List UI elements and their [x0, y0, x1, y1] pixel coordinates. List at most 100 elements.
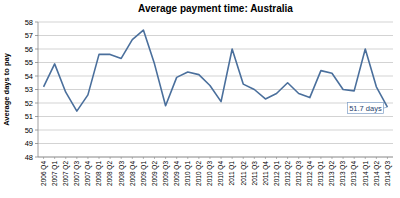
x-tick-label: 2011 Q4: [262, 161, 270, 186]
y-tick-label: 50: [25, 126, 33, 135]
grid-line: [38, 103, 393, 104]
plot-area: [44, 30, 388, 111]
y-tick-label: 55: [25, 58, 33, 67]
y-tick: [35, 103, 38, 104]
x-tick: [254, 157, 255, 159]
y-tick-label: 54: [25, 72, 33, 81]
x-tick: [54, 157, 55, 159]
x-tick: [76, 157, 77, 159]
x-tick-label: 2013 Q1: [317, 161, 325, 186]
y-tick-label: 49: [25, 139, 33, 148]
y-axis: [38, 22, 39, 157]
grid-line: [38, 22, 393, 23]
grid-line: [38, 62, 393, 63]
x-tick: [154, 157, 155, 159]
grid-line: [38, 157, 393, 158]
x-tick-label: 2011 Q2: [240, 161, 248, 186]
title: Average payment time: Australia: [138, 3, 293, 14]
x-tick-label: 2009 Q1: [140, 161, 148, 186]
y-axis-label: Average days to pay: [2, 52, 11, 125]
x-tick-label: 2010 Q3: [206, 161, 214, 186]
grid-line: [38, 49, 393, 50]
x-tick-label: 2008 Q4: [129, 161, 137, 186]
x-tick-label: 2012 Q4: [306, 161, 314, 186]
x-tick-label: 2012 Q2: [284, 161, 292, 186]
x-tick: [209, 157, 210, 159]
y-tick: [35, 89, 38, 90]
x-tick: [43, 157, 44, 159]
x-tick-label: 2009 Q4: [173, 161, 181, 186]
x-tick: [99, 157, 100, 159]
x-tick-label: 2012 Q3: [295, 161, 303, 186]
x-tick-label: 2006 Q4: [40, 161, 48, 186]
grid-line: [38, 89, 393, 90]
y-tick-label: 48: [25, 153, 33, 162]
x-tick-label: 2007 Q1: [51, 161, 59, 186]
x-tick: [65, 157, 66, 159]
grid-line: [38, 76, 393, 77]
x-tick: [110, 157, 111, 159]
x-tick-label: 2008 Q3: [118, 161, 126, 186]
x-tick: [376, 157, 377, 159]
x-tick: [298, 157, 299, 159]
x-tick-label: 2010 Q2: [195, 161, 203, 186]
grid-line: [38, 116, 393, 117]
x-tick: [232, 157, 233, 159]
x-tick: [287, 157, 288, 159]
x-tick: [309, 157, 310, 159]
x-tick: [265, 157, 266, 159]
x-tick-label: 2007 Q4: [84, 161, 92, 186]
x-tick: [343, 157, 344, 159]
y-tick-label: 58: [25, 18, 33, 27]
annotation-box: [347, 103, 383, 114]
x-tick-label: 2013 Q3: [339, 161, 347, 186]
chart-container: Average payment time: Australia Average d…: [0, 0, 400, 198]
x-tick-label: 2008 Q1: [95, 161, 103, 186]
y-tick: [35, 22, 38, 23]
x-tick-label: 2013 Q4: [350, 161, 358, 186]
x-tick: [143, 157, 144, 159]
annotation-leader: [383, 107, 387, 108]
y-tick: [35, 49, 38, 50]
x-tick-label: 2008 Q2: [106, 161, 114, 186]
y-tick-label: 52: [25, 99, 33, 108]
x-tick: [221, 157, 222, 159]
grid-line: [38, 143, 393, 144]
y-tick: [35, 62, 38, 63]
x-tick-label: 2009 Q3: [162, 161, 170, 186]
data-line: [44, 30, 388, 111]
x-tick-label: 2014 Q2: [373, 161, 381, 186]
x-tick: [243, 157, 244, 159]
x-tick: [176, 157, 177, 159]
x-tick-label: 2011 Q1: [228, 161, 236, 186]
x-tick-label: 2007 Q3: [73, 161, 81, 186]
x-tick-label: 2014 Q3: [384, 161, 392, 186]
x-tick: [87, 157, 88, 159]
y-tick: [35, 130, 38, 131]
x-tick: [132, 157, 133, 159]
y-tick: [35, 116, 38, 117]
y-tick: [35, 157, 38, 158]
y-tick-label: 56: [25, 45, 33, 54]
x-tick-label: 2012 Q1: [273, 161, 281, 186]
x-tick: [276, 157, 277, 159]
chart-svg: Average payment time: Australia Average d…: [0, 0, 400, 198]
y-tick: [35, 143, 38, 144]
grid-line: [38, 130, 393, 131]
annotation: 51.7 days: [349, 104, 382, 113]
x-tick-label: 2009 Q2: [151, 161, 159, 186]
x-tick-label: 2007 Q2: [62, 161, 70, 186]
x-tick: [187, 157, 188, 159]
x-tick: [320, 157, 321, 159]
x-tick: [354, 157, 355, 159]
x-tick-label: 2010 Q1: [184, 161, 192, 186]
x-tick: [331, 157, 332, 159]
x-tick: [365, 157, 366, 159]
x-tick-label: 2013 Q2: [328, 161, 336, 186]
y-tick: [35, 35, 38, 36]
x-tick: [198, 157, 199, 159]
y-tick: [35, 76, 38, 77]
x-tick-label: 2010 Q4: [217, 161, 225, 186]
y-tick-label: 57: [25, 31, 33, 40]
x-tick-label: 2011 Q3: [251, 161, 259, 186]
